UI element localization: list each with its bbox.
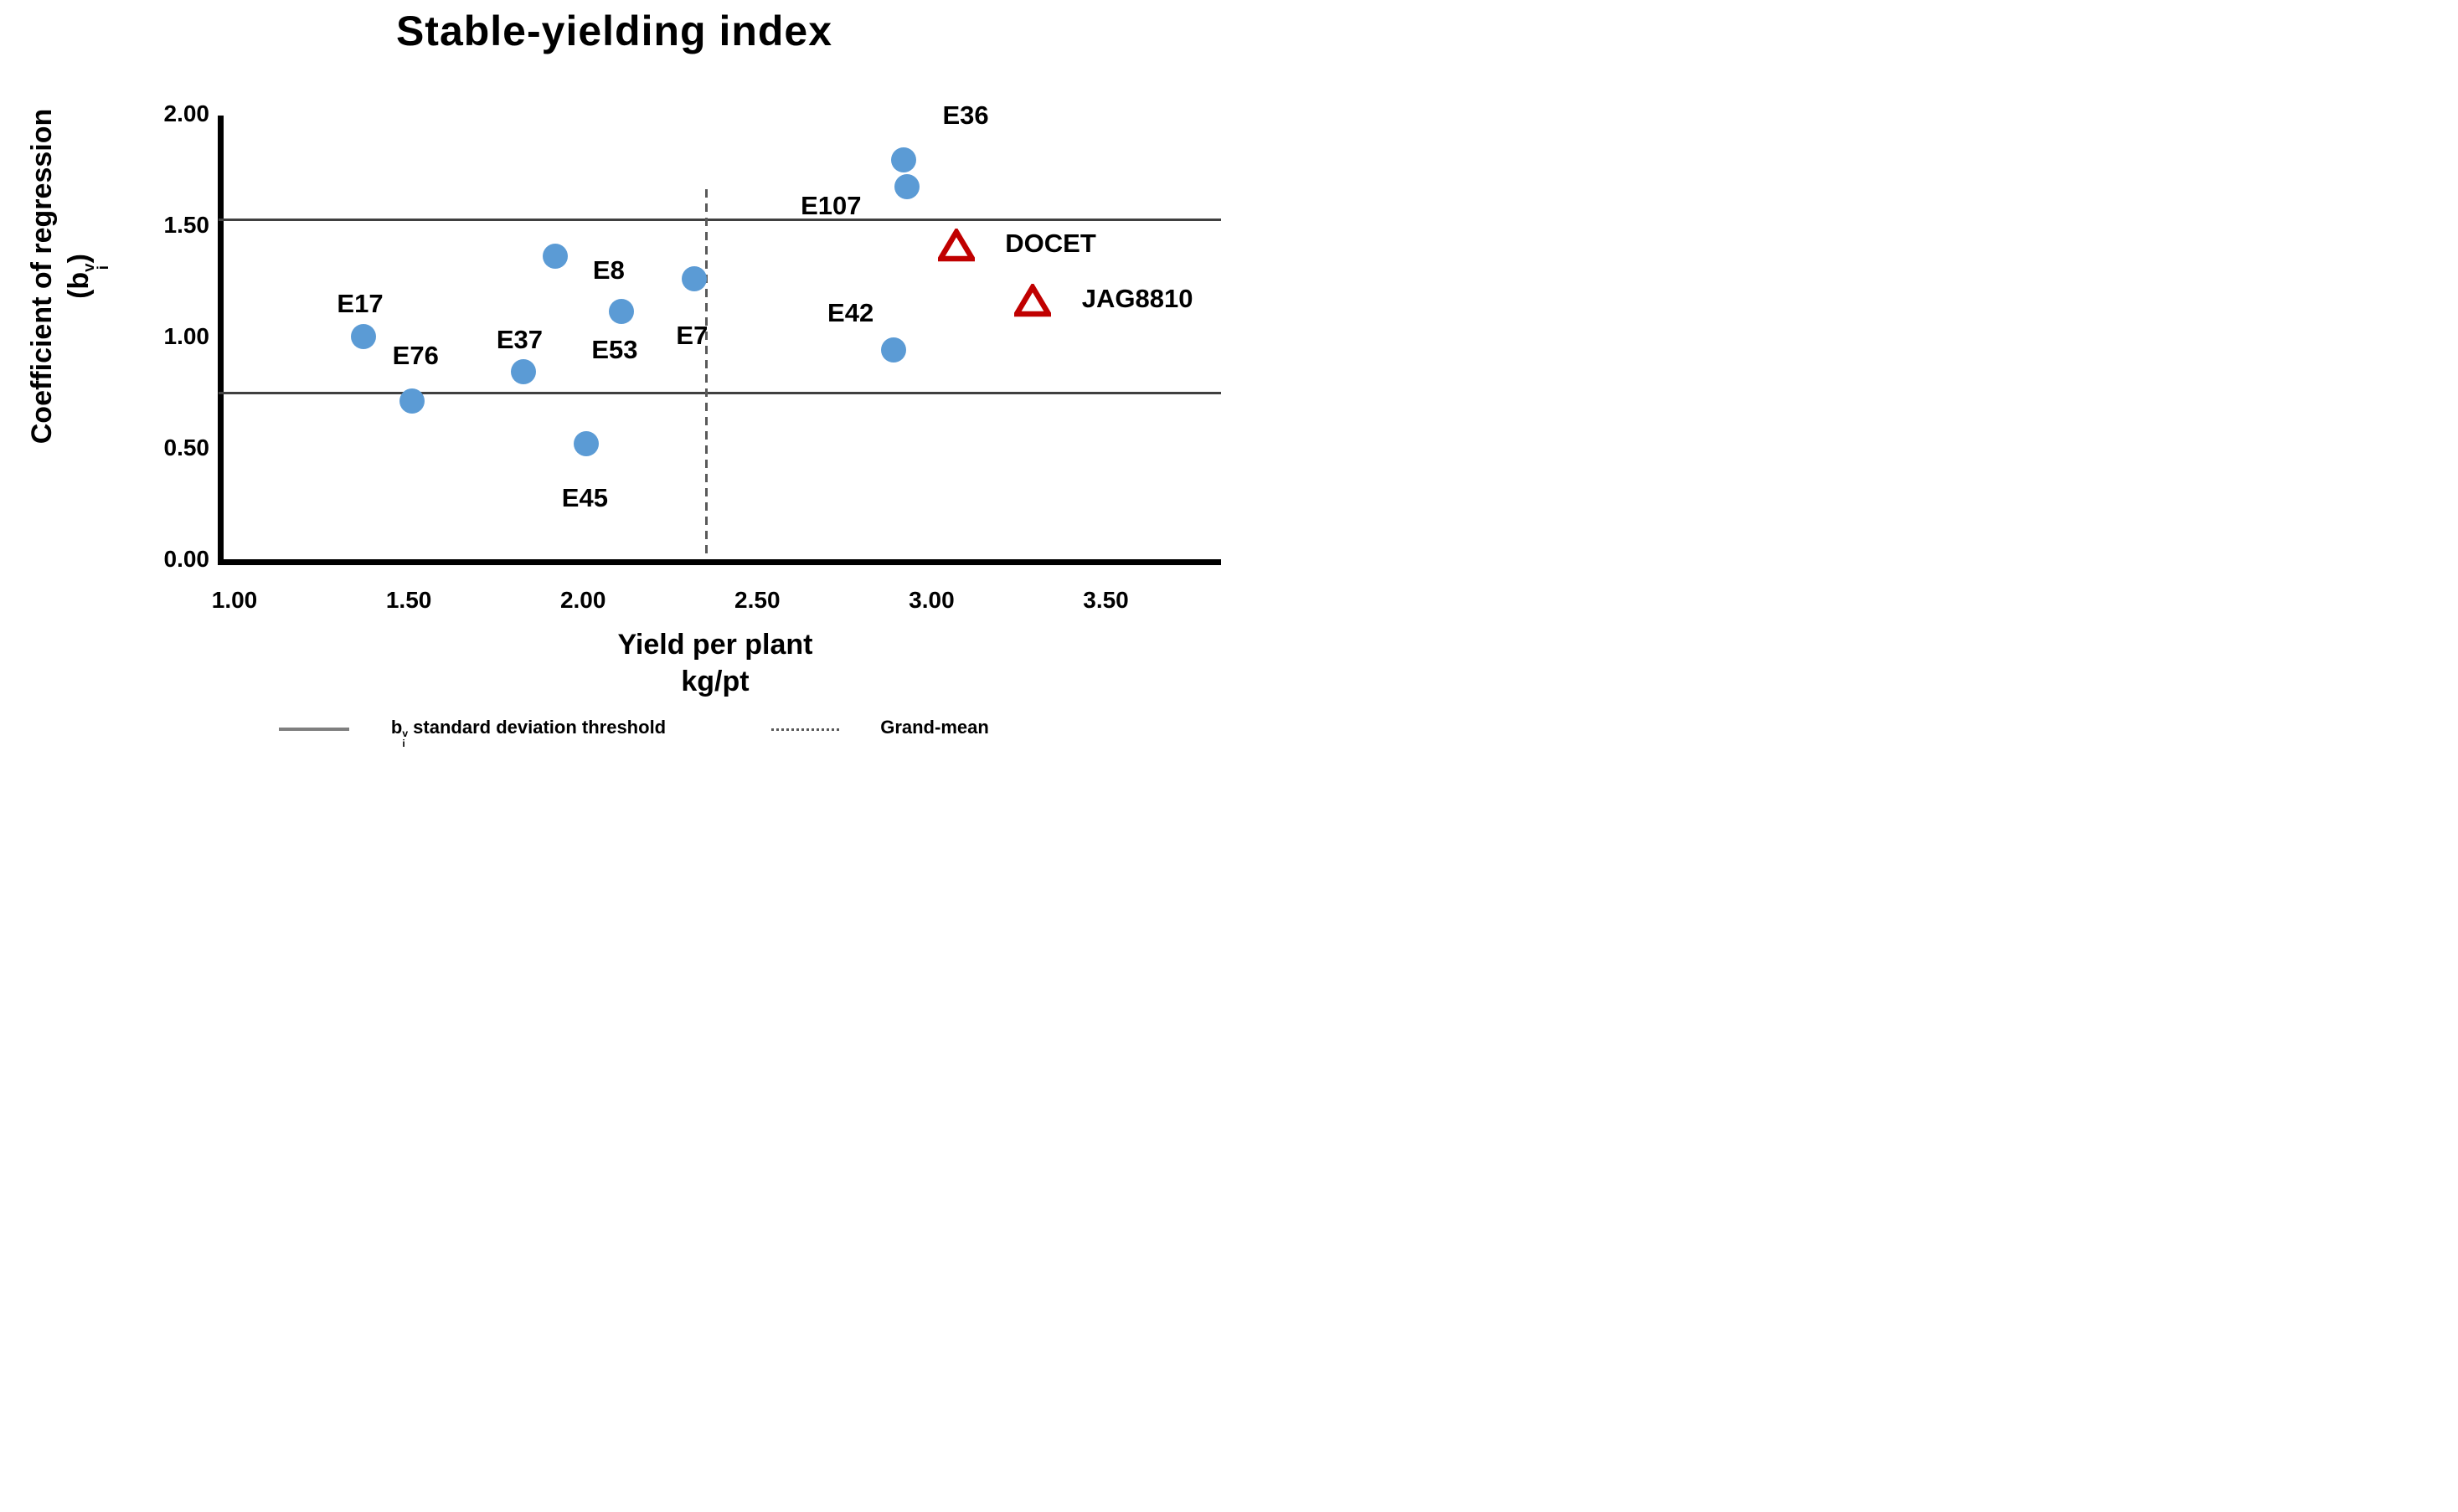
x-axis-title-line2: kg/pt [681,666,750,697]
point-label-e8: E8 [592,255,625,285]
point-label-e107: E107 [801,191,862,221]
x-tick-label-1.00: 1.00 [211,587,258,613]
x-tick-label-3.50: 3.50 [1083,587,1129,613]
y-tick-label-0.50: 0.50 [163,434,210,460]
y-axis-line [218,116,224,565]
threshold-line-lower [219,392,1221,395]
x-axis-title: Yield per plant kg/pt [617,626,812,700]
y-axis-title-line1: Coefficient of regression [25,108,58,445]
x-tick-label-2.50: 2.50 [734,587,781,613]
point-label-e37: E37 [496,325,544,355]
y-tick-label-1.50: 1.50 [163,211,210,238]
point-label-jag8810: JAG8810 [1081,284,1193,314]
data-point-e45 [574,430,600,456]
scatter-chart: Stable-yielding index Coefficient of reg… [0,0,1229,756]
check-triangle-docet [935,226,977,262]
point-label-e36: E36 [942,100,989,131]
data-point-e53 [608,299,634,325]
y-tick-label-1.00: 1.00 [163,322,210,349]
data-point-e76 [399,388,425,414]
point-label-e17: E17 [337,288,384,318]
data-point-e17 [350,323,376,349]
legend-dotted-line-swatch [771,728,839,731]
data-point-e7 [682,265,708,291]
y-tick-label-0.00: 0.00 [163,546,210,572]
chart-title: Stable-yielding index [395,8,833,54]
point-label-e7: E7 [676,320,709,350]
x-axis-line [218,559,1221,565]
point-label-e76: E76 [392,340,439,370]
check-triangle-jag8810 [1012,281,1054,317]
y-tick-label-2.00: 2.00 [163,100,210,126]
point-label-e45: E45 [561,482,608,512]
data-point-e42 [880,337,906,363]
x-tick-label-2.00: 2.00 [559,587,606,613]
point-label-docet: DOCET [1005,228,1096,258]
legend-grandmean-label: Grand-mean [880,717,989,738]
data-point-e107 [894,174,920,200]
grand-mean-dashed-line [704,189,708,559]
data-point-e36 [891,147,917,173]
threshold-line-upper [219,218,1221,221]
y-axis-title-line2: (b v i) [62,254,112,299]
x-tick-label-3.00: 3.00 [909,587,955,613]
point-label-e53: E53 [591,335,638,365]
data-point-e8 [542,243,568,269]
x-axis-title-line1: Yield per plant [617,629,813,661]
point-label-e42: E42 [827,297,874,327]
y-axis-title: Coefficient of regression (b v i) [23,109,111,445]
legend-solid-line-swatch [279,728,349,731]
data-point-e37 [511,359,537,385]
x-tick-label-1.50: 1.50 [385,587,432,613]
